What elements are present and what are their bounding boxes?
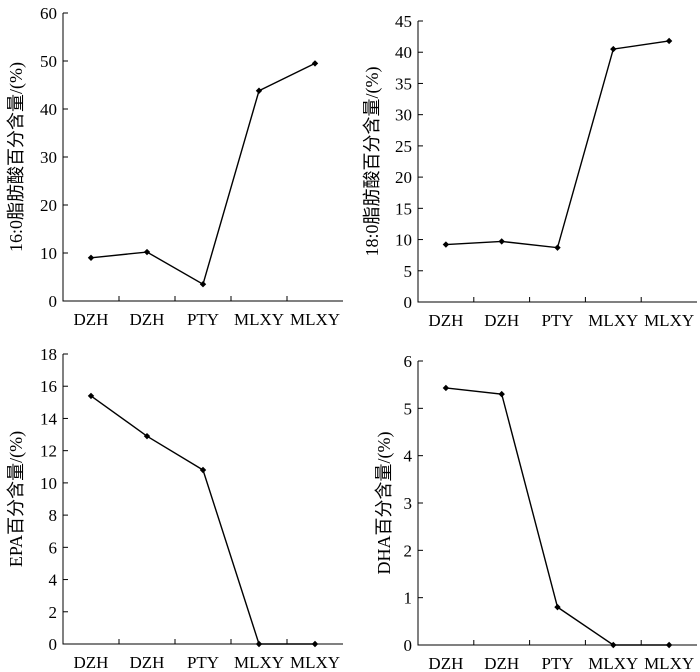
series-line xyxy=(90,62,316,286)
y-tick-label: 30 xyxy=(395,106,412,125)
y-tick-label: 20 xyxy=(395,168,412,187)
data-point xyxy=(554,603,561,611)
y-tick-label: 6 xyxy=(404,352,413,371)
data-point xyxy=(665,641,673,649)
data-point xyxy=(143,432,151,440)
y-tick-label: 10 xyxy=(40,474,57,493)
x-tick-label: MLXY xyxy=(588,654,638,672)
data-point xyxy=(442,241,450,248)
y-tick-label: 5 xyxy=(404,262,413,281)
y-tick-label: 25 xyxy=(395,137,412,156)
x-tick-label: DZH xyxy=(484,311,519,330)
x-tick-label: DZH xyxy=(428,311,463,330)
data-point xyxy=(498,390,505,398)
y-tick-label: 4 xyxy=(49,571,58,590)
axis-lines xyxy=(62,13,343,302)
x-tick-label: MLXY xyxy=(644,654,694,672)
chart-panel-4: 0 1 2 3 4 5 6 DZH DZH PTY MLXY MLXY DHA百分含量/(%) xyxy=(374,352,697,672)
y-tick-label: 0 xyxy=(404,293,413,312)
data-point xyxy=(87,254,95,261)
series-line xyxy=(90,395,315,645)
y-tick-label: 50 xyxy=(40,52,57,71)
y-tick-label: 15 xyxy=(395,199,412,218)
axis-lines xyxy=(62,354,343,645)
y-tick-label: 20 xyxy=(40,196,57,215)
y-tick-label: 3 xyxy=(404,494,413,513)
data-point xyxy=(311,640,319,648)
y-tick-label: 18 xyxy=(40,345,57,364)
y-tick-label: 45 xyxy=(395,12,412,31)
axis-lines xyxy=(417,361,697,646)
x-tick-label: PTY xyxy=(187,653,219,672)
y-tick-label: 5 xyxy=(404,399,413,418)
data-point xyxy=(255,640,263,648)
x-tick-label: MLXY xyxy=(290,310,340,329)
data-point xyxy=(255,87,263,94)
chart-panel-3: 0 2 4 6 8 10 12 14 16 18 DZH DZH PTY MLXY MLXY EPA百分含量/… xyxy=(6,345,343,672)
y-tick-label: 16 xyxy=(40,377,57,396)
x-tick-label: MLXY xyxy=(588,311,638,330)
data-point xyxy=(143,248,151,256)
data-point xyxy=(554,244,561,251)
y-tick-label: 35 xyxy=(395,74,412,93)
x-tick-label: DZH xyxy=(484,654,519,672)
y-tick-label: 6 xyxy=(49,538,58,557)
y-tick-label: 2 xyxy=(49,603,58,622)
y-axis-title: EPA百分含量/(%) xyxy=(6,431,27,567)
y-tick-label: 1 xyxy=(404,589,413,608)
y-axis-title: 16:0脂肪酸百分含量/(%) xyxy=(6,62,27,252)
data-point xyxy=(610,45,617,53)
x-tick-label: MLXY xyxy=(290,653,340,672)
x-tick-label: DZH xyxy=(428,654,463,672)
y-tick-label: 60 xyxy=(40,4,57,23)
data-point xyxy=(199,466,207,474)
y-tick-label: 40 xyxy=(40,100,57,119)
chart-panel-1: 0 10 20 30 40 50 60 DZH DZH PTY MLXY MLXY 16:0脂肪酸百分含… xyxy=(6,4,343,329)
x-tick-label: PTY xyxy=(541,654,573,672)
y-tick-label: 0 xyxy=(404,636,413,655)
y-tick-label: 10 xyxy=(40,244,57,263)
data-point xyxy=(610,641,617,649)
y-axis-title: 18:0脂肪酸百分含量/(%) xyxy=(362,67,383,257)
y-tick-label: 0 xyxy=(49,635,58,654)
x-tick-label: MLXY xyxy=(234,653,284,672)
y-tick-label: 2 xyxy=(404,541,413,560)
x-tick-label: DZH xyxy=(74,653,109,672)
y-axis-title: DHA百分含量/(%) xyxy=(374,432,395,575)
y-tick-label: 14 xyxy=(40,409,58,428)
axis-lines xyxy=(417,21,697,303)
x-tick-label: MLXY xyxy=(234,310,284,329)
data-point xyxy=(442,384,450,392)
data-point xyxy=(665,37,673,45)
x-tick-label: MLXY xyxy=(644,311,694,330)
y-tick-label: 10 xyxy=(395,231,412,250)
data-point xyxy=(311,60,319,67)
y-tick-label: 40 xyxy=(395,43,412,62)
x-tick-label: PTY xyxy=(541,311,573,330)
x-tick-label: DZH xyxy=(130,310,165,329)
x-tick-label: DZH xyxy=(130,653,165,672)
y-tick-label: 4 xyxy=(404,447,413,466)
chart-panel-2: 0 5 10 15 20 25 30 35 40 45 DZH DZH PTY MLXY MLXY 18:0脂… xyxy=(362,12,697,330)
y-tick-label: 30 xyxy=(40,148,57,167)
data-point xyxy=(498,238,505,245)
x-tick-label: PTY xyxy=(187,310,219,329)
y-tick-label: 12 xyxy=(40,442,57,461)
series-line xyxy=(445,40,670,249)
x-tick-label: DZH xyxy=(74,310,109,329)
data-point xyxy=(87,392,95,400)
data-point xyxy=(199,281,207,288)
y-tick-label: 0 xyxy=(49,292,58,311)
y-tick-label: 8 xyxy=(49,506,58,525)
